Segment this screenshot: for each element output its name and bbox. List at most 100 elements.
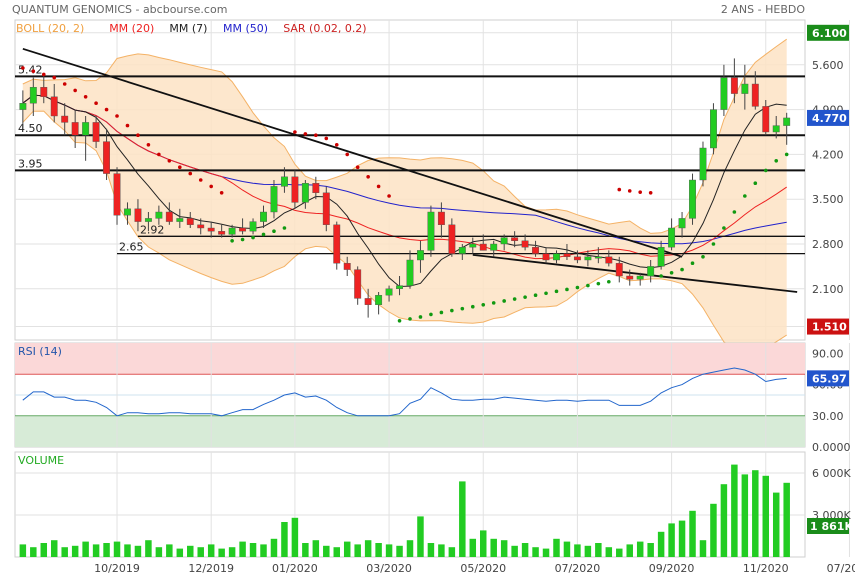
sar-dot <box>429 312 433 317</box>
volume-bar <box>500 540 508 557</box>
chart-period: 2 ANS - HEBDO <box>721 3 805 16</box>
sar-dot <box>219 191 224 195</box>
candle-body <box>751 83 759 107</box>
candle-body <box>521 240 529 248</box>
sar-dot <box>52 75 57 80</box>
volume-bar <box>710 503 717 557</box>
volume-bar <box>668 523 675 557</box>
candle-body <box>511 237 519 242</box>
volume-bar <box>584 545 592 557</box>
candle-body <box>605 256 613 264</box>
sar-dot <box>115 114 119 118</box>
price-tick-label: 3.500 <box>812 193 844 206</box>
price-tick-label: 5.600 <box>812 59 844 72</box>
candle-body <box>239 227 247 232</box>
volume-bar <box>207 544 215 557</box>
sar-dot <box>648 191 653 195</box>
sar-dot <box>701 254 705 259</box>
indicator-legend-label: MM (7) <box>169 22 207 35</box>
rsi-tick-label: 90.00 <box>812 347 844 360</box>
sar-dot <box>198 178 203 182</box>
sar-dot <box>680 267 684 272</box>
candle-body <box>542 253 550 261</box>
price-min-label: 1.510 <box>812 321 847 334</box>
sar-dot <box>324 136 329 141</box>
candle-body <box>385 288 393 296</box>
volume-bar <box>511 545 518 557</box>
volume-bar <box>302 543 309 557</box>
volume-bar <box>678 520 686 557</box>
volume-bar <box>438 544 445 557</box>
volume-bar <box>762 475 770 557</box>
sar-dot <box>743 194 747 198</box>
volume-bar <box>270 538 278 557</box>
volume-bar <box>333 547 340 557</box>
volume-bar <box>657 531 665 557</box>
candle-body <box>155 211 163 219</box>
volume-bar <box>40 543 48 557</box>
volume-bar <box>82 541 89 557</box>
candle-body <box>144 218 152 222</box>
sar-dot <box>418 315 423 319</box>
bollinger-upper-line <box>22 38 787 234</box>
rsi-tick-label: 30.00 <box>812 410 844 423</box>
sar-dot <box>62 82 67 86</box>
rsi-last-label: 65.97 <box>812 372 847 385</box>
sar-dot <box>397 319 402 323</box>
rsi-tick-label: 0.0000 <box>812 441 851 454</box>
volume-bar <box>249 543 257 557</box>
sar-dot <box>533 293 538 298</box>
x-tick-label: 11/2020 <box>743 562 789 575</box>
volume-bar <box>134 545 142 557</box>
sar-dot <box>136 133 140 137</box>
candle-body <box>594 256 602 259</box>
sar-dot <box>125 123 130 128</box>
volume-bar <box>553 538 560 557</box>
level-label: 4.50 <box>18 122 43 135</box>
x-tick-label: 03/2020 <box>366 562 412 575</box>
volume-bar <box>375 543 382 557</box>
candle-body <box>218 230 226 235</box>
price-max-badge <box>807 24 849 41</box>
candle-body <box>50 96 58 117</box>
sar-dot <box>753 181 758 185</box>
volume-bar <box>323 545 330 557</box>
volume-bar <box>113 541 121 557</box>
volume-bar <box>396 545 403 557</box>
volume-bar <box>605 547 613 557</box>
sar-dot <box>303 132 308 136</box>
volume-bar <box>521 543 529 557</box>
candle-body <box>647 266 655 277</box>
sar-dot <box>523 295 527 299</box>
volume-bar <box>124 544 131 557</box>
sar-dot <box>272 229 276 233</box>
candle-body <box>783 117 791 126</box>
sar-dot <box>408 317 412 321</box>
volume-bar <box>731 464 738 557</box>
sar-dot <box>334 143 339 147</box>
candle-body <box>364 298 372 305</box>
sar-dot <box>387 194 391 198</box>
volume-bar <box>532 547 539 557</box>
volume-bar <box>595 543 602 557</box>
volume-bar <box>197 547 204 557</box>
volume-bar <box>176 548 184 557</box>
volume-bar <box>239 541 246 557</box>
sar-dot <box>470 304 475 309</box>
volume-bar <box>281 522 288 557</box>
price-tick-label: 2.100 <box>812 283 844 296</box>
level-label: 3.95 <box>18 157 43 170</box>
trend-line <box>22 47 683 258</box>
sar-dot <box>366 175 370 179</box>
mm7-line <box>22 94 787 288</box>
candle-body <box>322 192 330 226</box>
volume-bar <box>260 544 267 557</box>
sar-dot <box>481 303 486 307</box>
candle-body <box>186 218 194 225</box>
rsi-last-badge <box>807 370 849 387</box>
sar-dot <box>669 271 674 275</box>
volume-label: VOLUME <box>18 454 64 467</box>
bollinger-lower-line <box>22 110 787 354</box>
volume-bar <box>30 547 37 557</box>
volume-bar <box>469 538 477 557</box>
